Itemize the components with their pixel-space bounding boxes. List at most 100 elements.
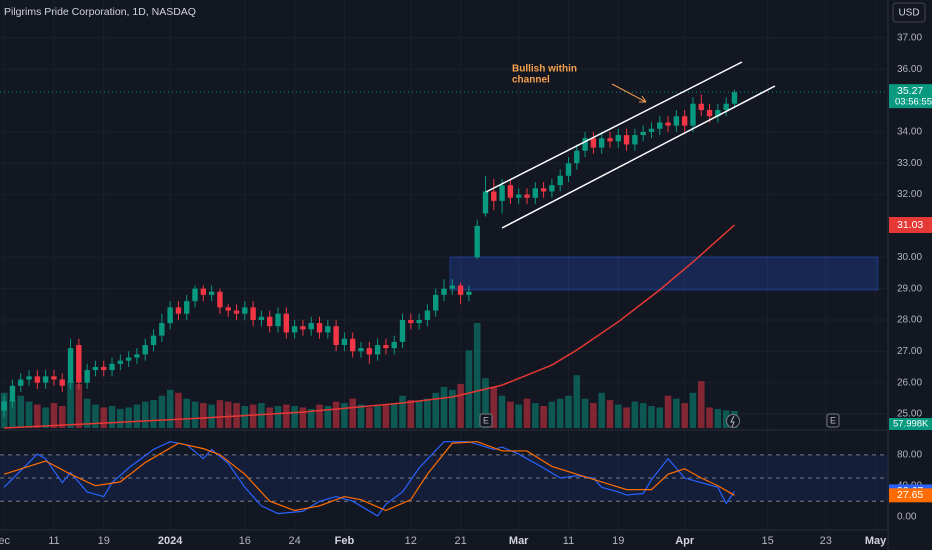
- candle-body: [582, 138, 588, 151]
- volume-bar: [158, 395, 166, 428]
- volume-bar: [673, 398, 680, 428]
- y-tick-label: 30.00: [897, 252, 922, 263]
- volume-bar: [200, 403, 207, 428]
- volume-bar: [117, 408, 124, 428]
- candle-body: [125, 357, 132, 361]
- volume-bar: [92, 404, 99, 428]
- candle-body: [640, 131, 646, 136]
- volume-bar: [440, 386, 448, 428]
- channel-lower: [501, 85, 776, 229]
- candle-body: [690, 103, 696, 126]
- candle-body: [590, 138, 597, 148]
- candle-body: [34, 376, 41, 383]
- candle-body: [482, 191, 489, 214]
- volume-bar: [141, 401, 149, 428]
- candle-body: [275, 313, 281, 327]
- last-price-label: 35.27: [897, 85, 923, 97]
- candle-body: [698, 103, 704, 110]
- candle-body: [706, 109, 713, 117]
- currency-button[interactable]: [892, 2, 926, 23]
- candle-body: [109, 363, 115, 371]
- x-tick-label: 15: [762, 535, 774, 547]
- x-tick-label: 11: [563, 535, 574, 547]
- candle-body: [76, 345, 82, 383]
- candle-body: [308, 323, 314, 330]
- x-tick-label: 2024: [158, 535, 183, 547]
- volume-bar: [274, 406, 282, 428]
- candle-body: [598, 138, 605, 148]
- candle-body: [416, 319, 422, 324]
- x-tick-label: Apr: [675, 535, 695, 547]
- volume-bar: [133, 404, 141, 428]
- volume-bar: [606, 400, 614, 428]
- x-tick-label: 21: [454, 535, 466, 547]
- candle-body: [466, 291, 472, 295]
- x-tick-label: 23: [820, 535, 832, 547]
- candle-body: [325, 326, 331, 333]
- volume-bar: [714, 408, 722, 428]
- volume-bar: [689, 392, 697, 428]
- candle-body: [623, 135, 630, 145]
- candle-body: [134, 354, 140, 358]
- ma-label-bg: [889, 216, 932, 233]
- x-tick-label: ec: [0, 535, 10, 547]
- candle-body: [607, 138, 613, 142]
- volume-bar: [100, 407, 108, 428]
- candle-body: [457, 285, 464, 295]
- arrow-head: [639, 95, 647, 103]
- y-tick-label: 0.00: [897, 511, 917, 522]
- candle-body: [258, 316, 265, 320]
- stochastic-line: [3, 441, 735, 512]
- candle-body: [84, 370, 90, 383]
- axis-layer: ec 11 19 2024 16 24 Feb 12 21 Mar 11 19 Apr 15 23 May 25…: [0, 33, 932, 547]
- volume-bar: [17, 395, 25, 428]
- volume-bar: [390, 403, 398, 428]
- candle-body: [657, 122, 663, 129]
- volume-bar: [498, 395, 506, 428]
- candle-body: [101, 366, 107, 371]
- volume-bar: [42, 407, 49, 428]
- volume-bar: [382, 404, 390, 428]
- candle-body: [333, 326, 339, 346]
- volume-bar: [316, 404, 323, 428]
- svg-text:E: E: [830, 415, 836, 425]
- candle-body: [665, 122, 671, 126]
- volume-bar: [283, 404, 290, 428]
- volume-bar: [374, 406, 381, 428]
- candle-body: [449, 285, 455, 289]
- volume-bar: [58, 406, 66, 428]
- candle-body: [532, 188, 538, 198]
- candle-body: [184, 301, 190, 314]
- candle-body: [515, 194, 522, 198]
- candle-body: [632, 135, 638, 145]
- candle-body: [250, 307, 256, 320]
- candle-body: [225, 307, 231, 311]
- x-tick-label: Mar: [509, 535, 529, 547]
- volume-bar: [34, 404, 41, 428]
- candle-body: [715, 109, 721, 117]
- candle-body: [350, 338, 356, 352]
- candle-body: [117, 360, 124, 364]
- volume-bar: [349, 398, 357, 428]
- volume-bar: [548, 401, 556, 428]
- stoch-label-bg: [889, 488, 932, 503]
- candle-body: [441, 288, 447, 295]
- volume-bar: [623, 407, 630, 428]
- volume-bar: [299, 407, 307, 428]
- volume-bar: [258, 403, 265, 428]
- grid: [0, 0, 888, 530]
- y-tick-label: 29.00: [897, 283, 922, 294]
- candle-body: [1, 401, 7, 411]
- candle-body: [648, 128, 655, 132]
- stochastic-layer: [0, 441, 888, 517]
- volume-bar: [208, 404, 215, 428]
- currency[interactable]: USD: [898, 8, 919, 19]
- candle-body: [366, 348, 373, 355]
- volume-bar: [573, 375, 581, 428]
- volume-bar: [332, 401, 340, 428]
- candle-body: [524, 194, 530, 198]
- volume-bar: [341, 403, 348, 428]
- volume-bar: [631, 401, 639, 428]
- y-tick-label: 34.00: [897, 127, 922, 138]
- volume-bar: [125, 407, 132, 428]
